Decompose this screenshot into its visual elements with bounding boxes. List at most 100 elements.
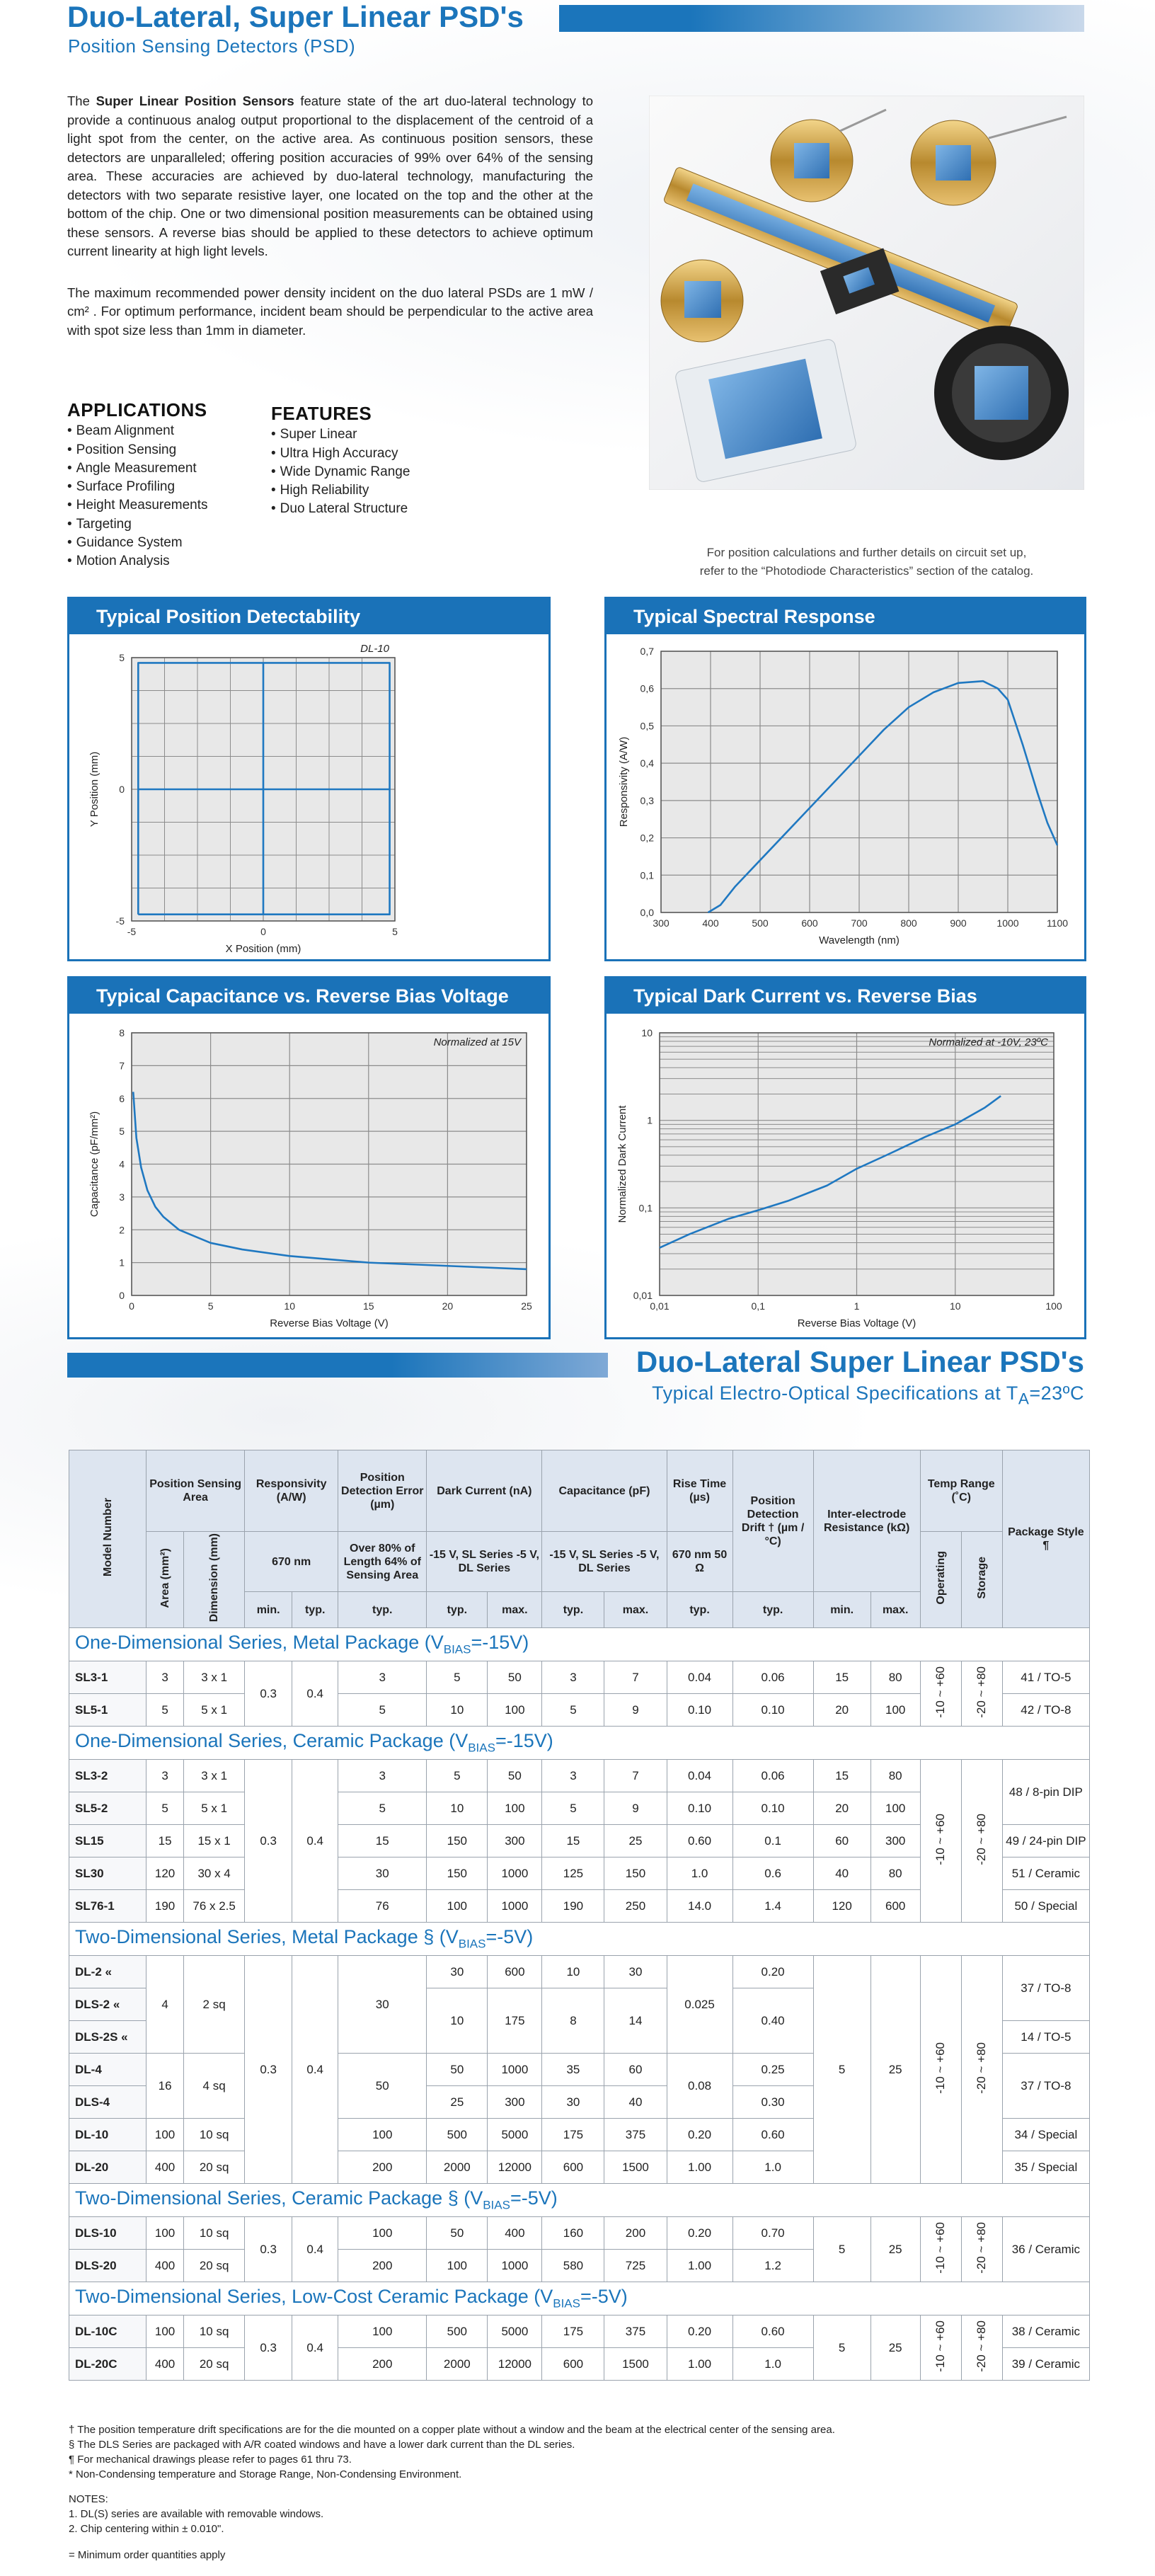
text: =23ºC xyxy=(1029,1383,1084,1404)
data-cell: 1.4 xyxy=(732,1889,814,1923)
data-cell: 37 / TO-8 xyxy=(1001,2053,1091,2119)
data-cell: 10 xyxy=(426,1988,488,2054)
model-cell: SL15 xyxy=(68,1824,147,1857)
bold-text: Super Linear Position Sensors xyxy=(96,93,294,108)
header-text: typ. xyxy=(762,1603,783,1616)
header-cell: 670 nm 50 Ω xyxy=(666,1531,733,1592)
data-cell: 7 xyxy=(604,1759,667,1792)
data-cell: 400 xyxy=(146,2151,185,2184)
data-cell: 100 xyxy=(338,2216,427,2250)
data-cell: 10 sq xyxy=(183,2118,246,2151)
y-axis-label: Y Position (mm) xyxy=(88,752,100,827)
data-cell: 3 xyxy=(338,1661,427,1694)
data-cell: 50 xyxy=(426,2053,488,2086)
data-line xyxy=(659,1095,1001,1249)
y-tick-label: 0 xyxy=(119,784,125,795)
data-cell: 8 xyxy=(541,1988,605,2054)
note-line: For position calculations and further de… xyxy=(706,546,1027,559)
data-cell: 30 xyxy=(338,1955,427,2054)
data-cell: 0.10 xyxy=(666,1792,733,1825)
data-cell: 100 xyxy=(146,2315,185,2348)
annotation: Normalized at 15V xyxy=(434,1036,522,1048)
header-row: Model Number Position Sensing Area Respons… xyxy=(68,1450,1091,1628)
data-cell: 500 xyxy=(426,2118,488,2151)
data-cell: 15 xyxy=(338,1824,427,1857)
y-tick-label: 5 xyxy=(119,652,125,663)
footnote: § The DLS Series are packaged with A/R c… xyxy=(69,2439,575,2451)
header-cell: Inter-electrode Resistance (kΩ) xyxy=(812,1450,921,1592)
data-cell: 120 xyxy=(146,1857,185,1890)
text: The xyxy=(67,93,96,108)
data-cell: 1.00 xyxy=(666,2249,733,2282)
product-photo xyxy=(649,96,1084,490)
model-cell: DLS-4 xyxy=(68,2085,147,2119)
header-text: Dark Current (nA) xyxy=(437,1484,532,1497)
data-cell: 3 x 1 xyxy=(183,1661,246,1694)
data-row: DL-20C 400 20 sq 200 2000 12000 600 1500 1.00 1.0… xyxy=(68,2347,1091,2381)
x-tick-label: 15 xyxy=(363,1300,374,1312)
x-tick-label: 400 xyxy=(702,917,719,929)
data-row: DLS-2S « 14 / TO-5 xyxy=(68,2020,1091,2054)
section-title: Two-Dimensional Series, Metal Package § … xyxy=(69,1922,1090,1956)
data-cell: 100 xyxy=(146,2118,185,2151)
data-cell: 2 sq xyxy=(183,1955,246,2054)
header-cell: typ. xyxy=(541,1591,605,1628)
order-note: = Minimum order quantities apply xyxy=(69,2549,226,2561)
data-cell: -10 ~ +60 xyxy=(919,1955,962,2184)
header-row: Area (mm²) Dimension (mm) 670 nm Over 80% o… xyxy=(69,1531,1090,1628)
data-cell: 80 xyxy=(870,1661,921,1694)
y-tick-label: 1 xyxy=(119,1257,125,1269)
data-cell: 5 xyxy=(338,1693,427,1727)
data-cell: 1000 xyxy=(487,1889,543,1923)
header-cell: Operating xyxy=(919,1531,962,1628)
y-tick-label: 6 xyxy=(119,1093,125,1104)
section-subscript: BIAS xyxy=(468,1741,495,1755)
data-cell: 0.04 xyxy=(666,1759,733,1792)
data-cell: 100 xyxy=(870,1792,921,1825)
data-cell: 5000 xyxy=(487,2315,543,2348)
header-text: max. xyxy=(622,1603,649,1616)
data-cell: 30 xyxy=(338,1857,427,1890)
header-text: Inter-electrode Resistance (kΩ) xyxy=(824,1508,910,1534)
data-cell: 0.3 xyxy=(244,2216,293,2282)
data-cell: 1.00 xyxy=(666,2151,733,2184)
data-cell: 5000 xyxy=(487,2118,543,2151)
list-item: Targeting xyxy=(67,515,208,534)
list-item: Position Sensing xyxy=(67,441,208,459)
data-cell: 300 xyxy=(870,1824,921,1857)
cell-text: -10 ~ +60 xyxy=(933,1813,948,1865)
x-axis-label: X Position (mm) xyxy=(226,943,301,955)
header-row: min. typ. typ. typ. max. typ. max. typ. typ. min.… xyxy=(69,1591,1090,1628)
data-cell: 190 xyxy=(146,1889,185,1923)
data-cell: 375 xyxy=(604,2118,667,2151)
footnote: † The position temperature drift specifi… xyxy=(69,2424,835,2436)
footnote: ¶ For mechanical drawings please refer t… xyxy=(69,2454,352,2466)
applications: APPLICATIONS Beam AlignmentPosition Sens… xyxy=(67,401,208,571)
data-cell: 500 xyxy=(426,2315,488,2348)
section-subscript: BIAS xyxy=(458,1937,486,1951)
data-cell: 1.2 xyxy=(732,2249,814,2282)
y-tick-label: 7 xyxy=(119,1060,125,1071)
data-row: SL30 120 30 x 4 30 150 1000 125 150 1.0 0.6 40 80 51… xyxy=(68,1857,1091,1890)
text: feature state of the art duo-lateral tec… xyxy=(67,93,593,258)
data-cell: 15 xyxy=(812,1661,871,1694)
y-axis-label: Responsivity (A/W) xyxy=(618,737,630,828)
intro: The Super Linear Position Sensors featur… xyxy=(67,92,593,362)
data-cell: 20 xyxy=(812,1693,871,1727)
header-text: typ. xyxy=(372,1603,393,1616)
data-cell: 50 xyxy=(426,2216,488,2250)
data-cell: 50 xyxy=(487,1661,543,1694)
data-cell: 5 xyxy=(426,1759,488,1792)
section-bar xyxy=(67,1353,608,1378)
data-cell: 0.30 xyxy=(732,2085,814,2119)
chart-panel: Typical Capacitance vs. Reverse Bias Vol… xyxy=(67,976,551,1339)
x-axis-label: Reverse Bias Voltage (V) xyxy=(270,1317,389,1329)
data-cell: 160 xyxy=(541,2216,605,2250)
data-cell: 5 xyxy=(812,2216,871,2282)
header-text: Position Detection Drift † (µm / °C) xyxy=(741,1494,805,1547)
x-tick-label: 800 xyxy=(900,917,917,929)
ceramic-package xyxy=(675,339,856,482)
plot-frame xyxy=(131,1032,527,1296)
data-cell: 0.3 xyxy=(244,1955,293,2184)
model-cell: DL-20 xyxy=(68,2151,147,2184)
